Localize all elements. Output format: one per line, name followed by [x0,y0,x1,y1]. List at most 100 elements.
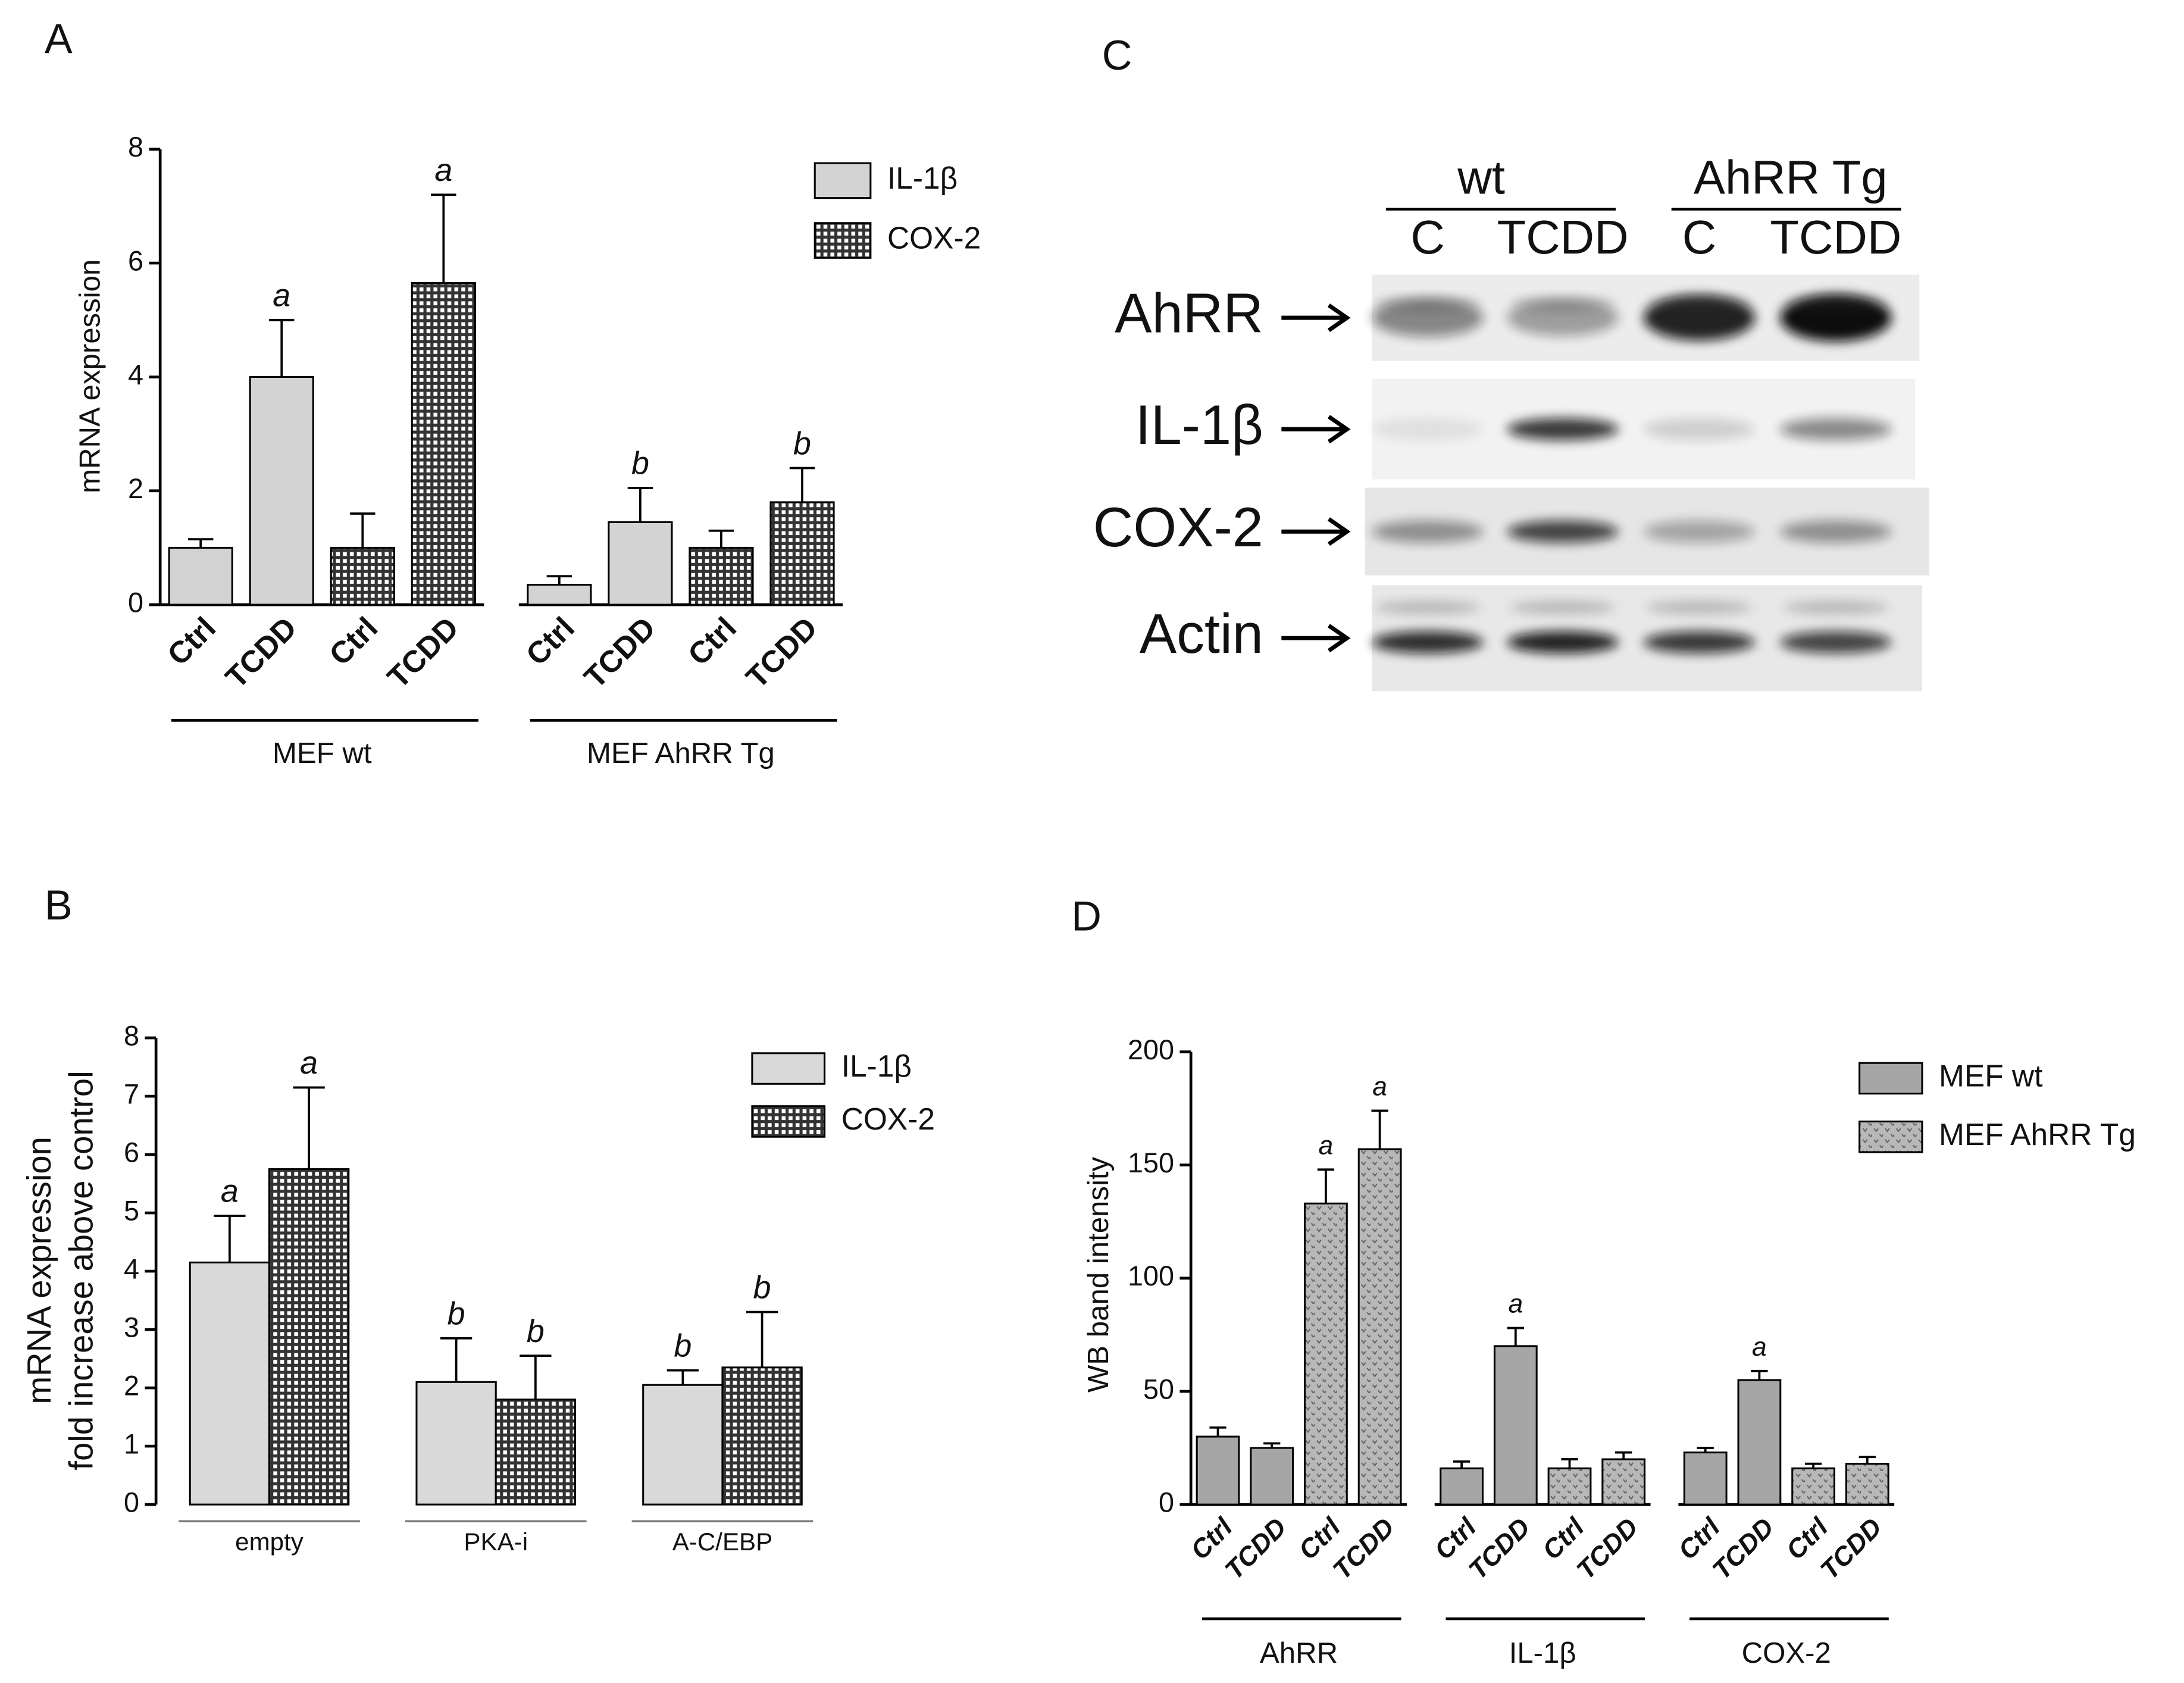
blot-band-faint [1646,296,1753,311]
blot-arrow [1281,624,1351,653]
legend-swatch [751,1105,826,1138]
blot-arrow [1281,517,1351,546]
x-tick-label: TCDD [739,610,824,695]
blot-band [1780,631,1892,654]
error-bar [1615,1451,1632,1460]
blot-row-label: COX-2 [1093,496,1263,558]
x-tick-label: TCDD [577,610,662,695]
group-label: IL-1β [1509,1637,1576,1669]
bar [330,546,395,606]
blot-band [1507,520,1619,543]
y-tick-label: 100 [1128,1260,1174,1291]
bar-annotation: b [674,1328,692,1363]
legend-swatch [1858,1120,1923,1153]
y-tick-label: 1 [124,1428,139,1459]
legend-label: IL-1β [841,1049,912,1083]
blot-lane-label: TCDD [1770,211,1901,264]
bar-annotation: a [221,1174,239,1209]
blot-band [1372,520,1484,543]
bar-annotation: b [631,446,649,481]
y-axis-label: WB band intensity [1082,1156,1115,1392]
blot-lane-label: TCDD [1497,211,1629,264]
group-label: MEF wt [273,737,372,769]
bar-annotation: a [434,152,452,188]
y-tick-label: 0 [128,587,143,618]
y-tick-label: 200 [1128,1034,1174,1065]
bar [189,1261,271,1506]
blot-band [1507,418,1619,440]
error-bar [293,1086,325,1169]
bar-annotation: a [1508,1290,1523,1319]
bar [1791,1467,1836,1506]
blot-band [1372,418,1484,440]
error-bar [1263,1442,1281,1449]
group-label: AhRR [1260,1637,1338,1669]
blot-strip [1372,378,1916,480]
y-tick-label: 2 [128,473,143,504]
bar [268,1168,350,1506]
x-tick-label: TCDD [1219,1513,1292,1585]
bar [1737,1379,1782,1506]
error-bar [187,538,214,548]
error-bar [1507,1327,1524,1346]
error-bar [214,1215,246,1263]
bar [1493,1345,1538,1506]
bar-annotation: b [753,1269,771,1305]
blot-band [1780,520,1892,543]
bar [1845,1463,1889,1506]
error-bar [1317,1168,1335,1204]
bar [1357,1148,1402,1506]
error-bar [627,487,653,523]
panel-label: D [1071,893,1102,940]
legend-label: IL-1β [887,161,958,195]
blot-band [1780,418,1892,440]
x-tick-label: A-C/EBP [672,1528,773,1556]
y-axis-label: fold increase above control [62,1071,99,1470]
legend-label: COX-2 [841,1102,935,1136]
error-bar [746,1310,778,1368]
x-tick-label: Ctrl [323,610,384,672]
blot-strip [1372,274,1920,361]
bar-annotation: a [300,1045,318,1081]
x-tick-label: empty [235,1528,303,1556]
blot-group-label: wt [1457,151,1505,204]
y-tick-label: 0 [124,1487,139,1518]
blot-band-faint [1375,600,1481,615]
x-tick-label: TCDD [1707,1513,1780,1585]
bar-annotation: a [1319,1131,1334,1160]
y-tick-label: 4 [124,1253,139,1284]
bar [1440,1467,1484,1506]
error-bar [1371,1109,1388,1149]
bar [642,1384,724,1506]
error-bar [431,193,456,283]
legend-label: COX-2 [887,221,981,255]
bar [1547,1467,1592,1506]
y-tick-label: 8 [128,132,143,162]
x-tick-label: TCDD [218,610,303,695]
blot-band-faint [1782,296,1889,311]
bar [1250,1447,1294,1506]
y-tick-label: 2 [124,1370,139,1401]
error-bar [1697,1447,1714,1453]
blot-row-label: IL-1β [1135,393,1263,456]
error-bar [520,1354,552,1400]
x-tick-label: Ctrl [681,610,743,672]
bar [527,584,592,606]
blot-strip [1365,487,1929,575]
legend-swatch [1858,1062,1923,1095]
panel-label: A [45,15,73,62]
bar-annotation: b [527,1313,545,1349]
bar [411,282,476,606]
blot-row-label: Actin [1140,602,1263,665]
y-tick-label: 8 [124,1020,139,1051]
bar [608,521,673,606]
blot-band [1643,418,1756,440]
blot-arrow [1281,415,1351,444]
y-tick-label: 5 [124,1195,139,1226]
bar [249,376,314,606]
legend-swatch [813,222,872,259]
x-tick-label: PKA-i [464,1528,528,1556]
blot-strip [1372,585,1922,692]
y-tick-label: 4 [128,359,143,390]
